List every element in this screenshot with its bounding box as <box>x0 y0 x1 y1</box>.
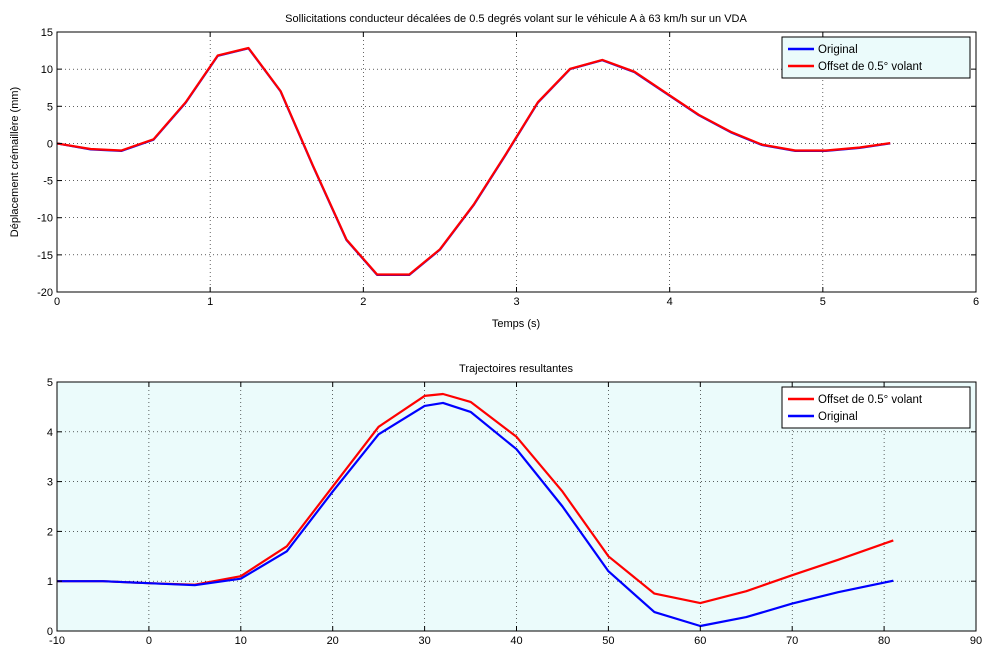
legend-label: Offset de 0.5° volant <box>818 61 923 73</box>
series-lines-2 <box>57 392 894 628</box>
x-tick-label: 90 <box>970 635 982 647</box>
y-tick-label: 5 <box>47 101 53 113</box>
legend-1: Original Offset de 0.5° volant <box>781 36 971 79</box>
y-tick-label: 0 <box>47 626 53 638</box>
y-tick-label: -10 <box>37 213 53 225</box>
legend-label: Original <box>818 44 858 56</box>
y-tick-label: 4 <box>47 427 53 439</box>
x-tick-label: 3 <box>513 296 519 308</box>
x-tick-label: 30 <box>418 635 430 647</box>
y-tick-label: 0 <box>47 138 53 150</box>
x-tick-label: 60 <box>694 635 706 647</box>
y-tick-label: 1 <box>47 576 53 588</box>
y-axis-label-1: Déplacement crémaillère (mm) <box>9 87 21 237</box>
y-tick-label: 5 <box>47 377 53 389</box>
x-tick-label: 10 <box>235 635 247 647</box>
y-tick-label: 15 <box>41 27 53 39</box>
chart-title-2: Trajectoires resultantes <box>459 363 573 375</box>
chart-title-1: Sollicitations conducteur décalées de 0.… <box>285 13 747 25</box>
grid-1 <box>57 32 976 292</box>
x-tick-label: 4 <box>667 296 673 308</box>
x-tick-label: 50 <box>602 635 614 647</box>
x-tick-label: 6 <box>973 296 979 308</box>
y-tick-label: -15 <box>37 250 53 262</box>
legend-box <box>781 386 971 429</box>
y-tick-label: -5 <box>43 176 53 188</box>
x-tick-label: 20 <box>327 635 339 647</box>
x-axis-label-1: Temps (s) <box>492 318 540 330</box>
series-lines-1 <box>56 46 891 276</box>
x-tick-label: 70 <box>786 635 798 647</box>
x-tick-label: 40 <box>510 635 522 647</box>
legend-2: Offset de 0.5° volant Original <box>781 386 971 429</box>
x-tick-label: 0 <box>54 296 60 308</box>
x-tick-label: 2 <box>360 296 366 308</box>
chart-deplacement-cremaillere: 0 1 2 3 4 5 6 15 10 5 0 -5 -10 -15 -20 Sollicitations … <box>9 13 979 330</box>
x-tick-label: 80 <box>878 635 890 647</box>
x-tick-label: 0 <box>146 635 152 647</box>
x-tick-label: 5 <box>820 296 826 308</box>
series-line-original <box>57 401 894 628</box>
grid-2 <box>57 382 976 631</box>
legend-label: Original <box>818 411 858 423</box>
axis-ticks-1: 0 1 2 3 4 5 6 15 10 5 0 -5 -10 -15 -20 <box>37 27 979 308</box>
y-tick-label: 2 <box>47 526 53 538</box>
y-tick-label: 10 <box>41 64 53 76</box>
y-tick-label: -20 <box>37 287 53 299</box>
x-tick-label: -10 <box>49 635 65 647</box>
series-line-offset <box>56 46 891 276</box>
legend-label: Offset de 0.5° volant <box>818 394 923 406</box>
legend-box <box>781 36 971 79</box>
y-tick-label: 3 <box>47 477 53 489</box>
x-tick-label: 1 <box>207 296 213 308</box>
